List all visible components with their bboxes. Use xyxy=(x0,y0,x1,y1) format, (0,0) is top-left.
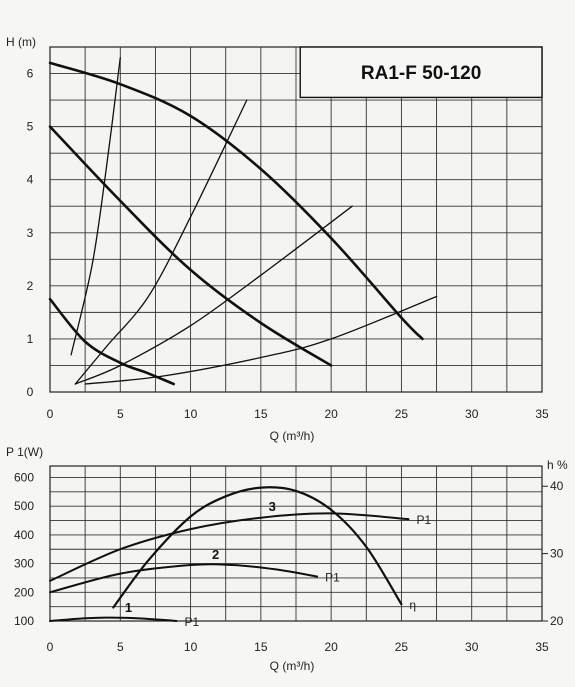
system-curve-3 xyxy=(70,56,121,356)
power-y-tick-label: 200 xyxy=(14,585,34,599)
head-x-tick-label: 25 xyxy=(395,407,409,421)
head-chart: RA1-F 50-120 0 5 10 15 20 25 30 35 0 1 2 3 4 5 6 H (m… xyxy=(6,35,549,443)
power-x-tick-label: 10 xyxy=(184,640,198,654)
power-y-axis-label: P 1(W) xyxy=(6,445,43,459)
power-chart: P1 1 P1 2 P1 3 η 0 5 10 15 20 25 30 35 100 200 300 400 50… xyxy=(6,445,568,673)
head-x-tick-label: 15 xyxy=(254,407,268,421)
pump-curve-0 xyxy=(48,61,424,341)
power-x-tick-label: 30 xyxy=(465,640,479,654)
power-y-tick-label: 500 xyxy=(14,499,34,513)
head-y-tick-label: 3 xyxy=(27,226,34,240)
power-x-tick-label: 20 xyxy=(324,640,338,654)
chart-title: RA1-F 50-120 xyxy=(361,63,481,84)
head-x-tick-label: 20 xyxy=(324,407,338,421)
pump-curve-1 xyxy=(48,125,333,367)
system-curve-4 xyxy=(74,99,248,385)
head-y-ticks: 0 1 2 3 4 5 6 xyxy=(27,67,34,399)
efficiency-tick-label: 30 xyxy=(550,547,564,561)
head-x-tick-label: 0 xyxy=(47,407,54,421)
power-series xyxy=(49,486,410,622)
head-x-ticks: 0 5 10 15 20 25 30 35 xyxy=(47,407,549,421)
head-x-tick-label: 5 xyxy=(117,407,124,421)
efficiency-y-axis-label: h % xyxy=(547,458,568,472)
power-grid xyxy=(49,465,543,622)
power-series-labels: P1 1 P1 2 P1 3 η xyxy=(125,499,432,629)
head-grid xyxy=(49,46,543,393)
efficiency-tick-label: 40 xyxy=(550,479,564,493)
power-x-tick-label: 25 xyxy=(395,640,409,654)
speed-label: 2 xyxy=(212,547,219,562)
power-x-tick-label: 0 xyxy=(47,640,54,654)
head-x-tick-label: 35 xyxy=(535,407,549,421)
head-y-tick-label: 5 xyxy=(27,120,34,134)
head-series xyxy=(48,56,438,386)
head-y-tick-label: 1 xyxy=(27,332,34,346)
head-y-axis-label: H (m) xyxy=(6,35,36,49)
efficiency-curve xyxy=(112,486,403,609)
head-x-tick-label: 10 xyxy=(184,407,198,421)
power-y-tick-label: 400 xyxy=(14,528,34,542)
power-curve-2 xyxy=(49,563,319,594)
power-x-tick-label: 35 xyxy=(535,640,549,654)
power-y-tick-label: 300 xyxy=(14,557,34,571)
power-curve-3 xyxy=(49,512,410,582)
power-curve-1 xyxy=(49,616,178,622)
series-name-label: P1 xyxy=(416,513,431,527)
power-x-axis-label: Q (m³/h) xyxy=(270,659,315,673)
head-x-axis-label: Q (m³/h) xyxy=(270,429,315,443)
efficiency-tick-label: 20 xyxy=(550,614,564,628)
head-y-tick-label: 4 xyxy=(27,173,34,187)
power-x-ticks: 0 5 10 15 20 25 30 35 xyxy=(47,640,549,654)
head-y-tick-label: 6 xyxy=(27,67,34,81)
power-y-ticks: 100 200 300 400 500 600 xyxy=(14,470,34,628)
head-y-tick-label: 2 xyxy=(27,279,34,293)
head-x-tick-label: 30 xyxy=(465,407,479,421)
power-y-tick-label: 600 xyxy=(14,470,34,484)
head-y-tick-label: 0 xyxy=(27,385,34,399)
power-y-tick-label: 100 xyxy=(14,614,34,628)
efficiency-y-ticks: 20 30 40 xyxy=(542,479,564,628)
speed-label: 1 xyxy=(125,600,132,615)
speed-label: 3 xyxy=(269,499,276,514)
series-name-label: P1 xyxy=(325,571,340,585)
power-x-tick-label: 15 xyxy=(254,640,268,654)
series-name-label: η xyxy=(409,598,416,612)
system-curve-5 xyxy=(74,205,353,385)
system-curve-6 xyxy=(84,295,438,385)
title-box xyxy=(299,46,543,99)
series-name-label: P1 xyxy=(185,615,200,629)
power-x-tick-label: 5 xyxy=(117,640,124,654)
